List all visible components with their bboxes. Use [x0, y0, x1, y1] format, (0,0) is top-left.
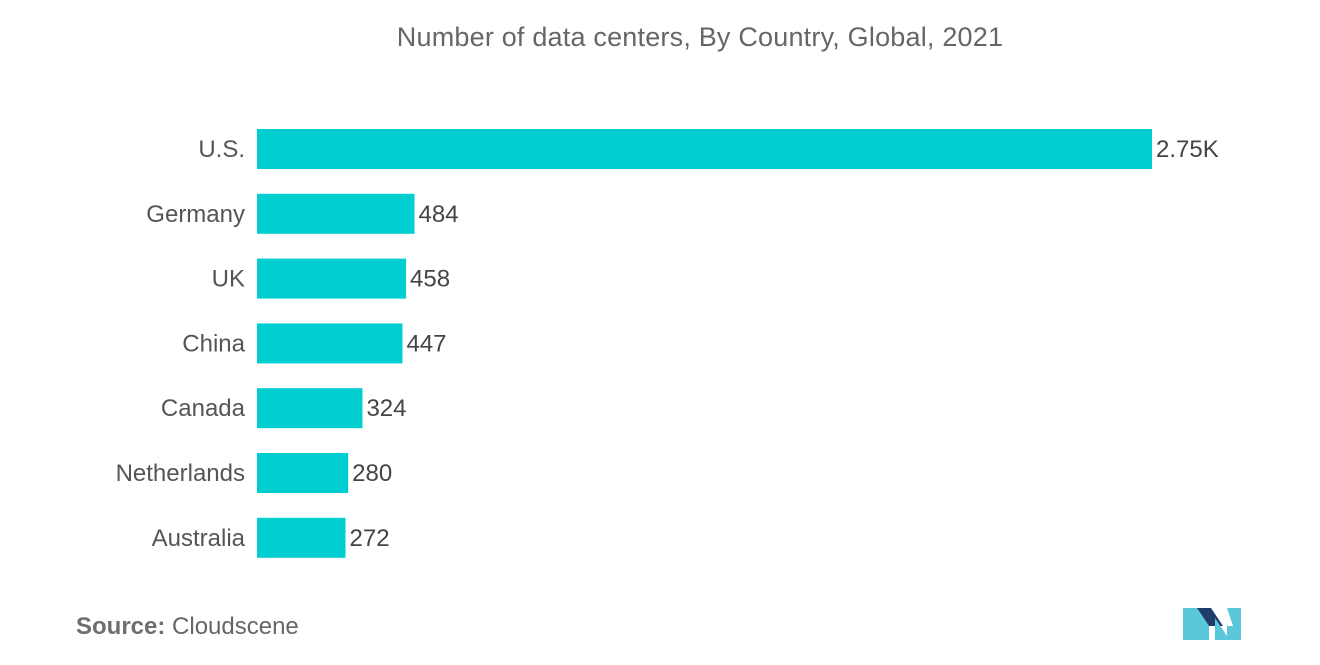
value-label: 272	[350, 525, 390, 552]
value-label: 280	[352, 460, 392, 487]
bar	[257, 258, 407, 299]
bar	[257, 129, 1152, 169]
bar	[257, 323, 403, 364]
category-label: U.S.	[198, 136, 245, 163]
value-label: 2.75K	[1156, 136, 1219, 163]
category-label: Canada	[161, 395, 246, 422]
category-label: Australia	[152, 525, 246, 552]
chart-title: Number of data centers, By Country, Glob…	[396, 22, 1004, 52]
source-value: Cloudscene	[172, 613, 299, 640]
source-label: Source:	[76, 613, 166, 640]
value-label: 458	[410, 266, 450, 293]
bar	[257, 388, 363, 429]
value-label: 484	[419, 201, 459, 228]
category-label: Netherlands	[116, 460, 245, 487]
bar-chart: U.S. 2.75K Germany 484 UK 458 China 447 Canada 32…	[116, 129, 1219, 558]
bar	[257, 453, 349, 493]
source-note: Source: Cloudscene	[76, 613, 299, 641]
bar	[257, 193, 415, 234]
value-label: 447	[406, 330, 446, 357]
category-label: Germany	[146, 201, 245, 228]
bar	[257, 517, 346, 558]
mordor-intelligence-logo-icon	[1183, 608, 1241, 640]
category-label: UK	[212, 266, 245, 293]
value-label: 324	[366, 395, 406, 422]
category-label: China	[182, 330, 245, 357]
